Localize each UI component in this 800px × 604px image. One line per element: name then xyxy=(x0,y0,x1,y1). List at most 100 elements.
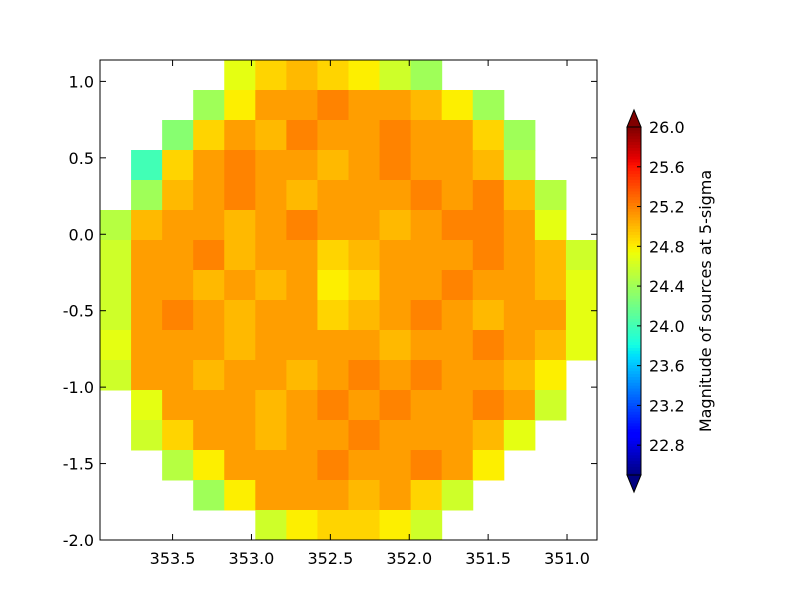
heatmap-cell xyxy=(348,480,381,511)
colorbar-swatch xyxy=(627,463,641,467)
colorbar-swatch xyxy=(627,144,641,148)
heatmap-cell xyxy=(410,510,443,541)
heatmap-cell xyxy=(348,240,381,271)
heatmap-cell xyxy=(255,120,287,151)
heatmap-cell xyxy=(317,330,349,361)
colorbar-swatch xyxy=(627,364,641,369)
heatmap-cell xyxy=(255,510,287,541)
heatmap-cell xyxy=(472,420,505,451)
colorbar-swatch xyxy=(627,353,641,357)
y-tick-label: 0.5 xyxy=(69,149,94,168)
heatmap-cell xyxy=(503,240,536,271)
heatmap-cell xyxy=(224,360,256,391)
heatmap-cell xyxy=(162,300,194,331)
colorbar-swatch xyxy=(627,129,641,134)
heatmap-cell xyxy=(379,360,412,391)
heatmap-cell xyxy=(286,420,318,451)
colorbar-swatch xyxy=(627,161,641,166)
colorbar-swatch xyxy=(627,135,641,140)
heatmap-cell xyxy=(472,240,505,271)
x-tick-label: 351.0 xyxy=(544,549,590,568)
heatmap-cell xyxy=(379,120,412,151)
heatmap-cell xyxy=(286,270,318,301)
heatmap-cell xyxy=(348,420,381,451)
colorbar-swatch xyxy=(627,466,641,470)
heatmap-cell xyxy=(379,210,412,241)
x-tick-label: 352.0 xyxy=(386,549,432,568)
heatmap-cell xyxy=(255,390,287,421)
heatmap-cell xyxy=(224,60,256,91)
colorbar-swatch xyxy=(627,347,641,351)
colorbar-swatch xyxy=(627,396,641,401)
heatmap-cell xyxy=(503,120,536,151)
heatmap-cell xyxy=(193,450,225,481)
heatmap-cell xyxy=(379,240,412,271)
heatmap-cell xyxy=(379,420,412,451)
colorbar-swatch xyxy=(627,379,641,383)
heatmap-cell xyxy=(441,300,474,331)
heatmap-cell xyxy=(379,180,412,211)
colorbar-swatch xyxy=(627,187,641,192)
colorbar-swatch xyxy=(627,216,641,221)
heatmap-cell xyxy=(472,450,505,481)
colorbar-swatch xyxy=(627,324,641,328)
heatmap-cell xyxy=(317,60,349,91)
heatmap-cell xyxy=(565,270,598,301)
heatmap-cell xyxy=(131,240,163,271)
heatmap-cell xyxy=(317,510,349,541)
colorbar-tick-label: 24.0 xyxy=(649,317,685,336)
colorbar-swatch xyxy=(627,225,641,230)
heatmap-cell xyxy=(193,330,225,361)
heatmap-cell xyxy=(255,210,287,241)
colorbar-swatch xyxy=(627,431,641,435)
heatmap-cell xyxy=(286,510,318,541)
heatmap-cell xyxy=(255,450,287,481)
heatmap-cell xyxy=(100,210,132,241)
colorbar-swatch xyxy=(627,341,641,346)
colorbar-swatch xyxy=(627,303,641,308)
colorbar-swatch xyxy=(627,417,641,421)
colorbar-swatch xyxy=(627,248,641,253)
heatmap-cell xyxy=(441,450,474,481)
x-tick-label: 353.0 xyxy=(229,549,275,568)
heatmap-cell xyxy=(503,360,536,391)
colorbar-swatch xyxy=(627,173,641,177)
heatmap-cell xyxy=(410,330,443,361)
colorbar-swatch xyxy=(627,457,641,462)
colorbar-swatch xyxy=(627,393,641,398)
heatmap-cell xyxy=(348,150,381,181)
heatmap-cell xyxy=(317,390,349,421)
heatmap-cell xyxy=(224,120,256,151)
heatmap-cell xyxy=(472,270,505,301)
colorbar-swatch xyxy=(627,327,641,331)
heatmap-cell xyxy=(441,330,474,361)
colorbar-swatch xyxy=(627,269,641,273)
heatmap-cell xyxy=(224,390,256,421)
colorbar-swatch xyxy=(627,451,641,456)
heatmap-cell xyxy=(348,180,381,211)
colorbar-swatch xyxy=(627,141,641,145)
heatmap-cell xyxy=(162,360,194,391)
heatmap-cell xyxy=(348,510,381,541)
y-tick-label: 0.0 xyxy=(69,225,94,244)
colorbar-swatch xyxy=(627,385,641,389)
colorbar-swatch xyxy=(627,257,641,261)
heatmap-cell xyxy=(224,450,256,481)
heatmap-cell xyxy=(410,300,443,331)
heatmap-cell xyxy=(348,360,381,391)
heatmap-cell xyxy=(286,390,318,421)
colorbar-swatch xyxy=(627,292,641,296)
colorbar-swatch xyxy=(627,153,641,157)
colorbar-swatch xyxy=(627,167,641,172)
heatmap-cell xyxy=(286,450,318,481)
colorbar-tick-label: 22.8 xyxy=(649,436,685,455)
heatmap-cell xyxy=(410,420,443,451)
colorbar-tick-label: 23.2 xyxy=(649,396,685,415)
heatmap-cell xyxy=(472,90,505,121)
heatmap-cell xyxy=(379,270,412,301)
colorbar-swatch xyxy=(627,219,641,224)
colorbar-swatch xyxy=(627,359,641,363)
heatmap-cell xyxy=(131,390,163,421)
heatmap-cell xyxy=(131,150,163,181)
